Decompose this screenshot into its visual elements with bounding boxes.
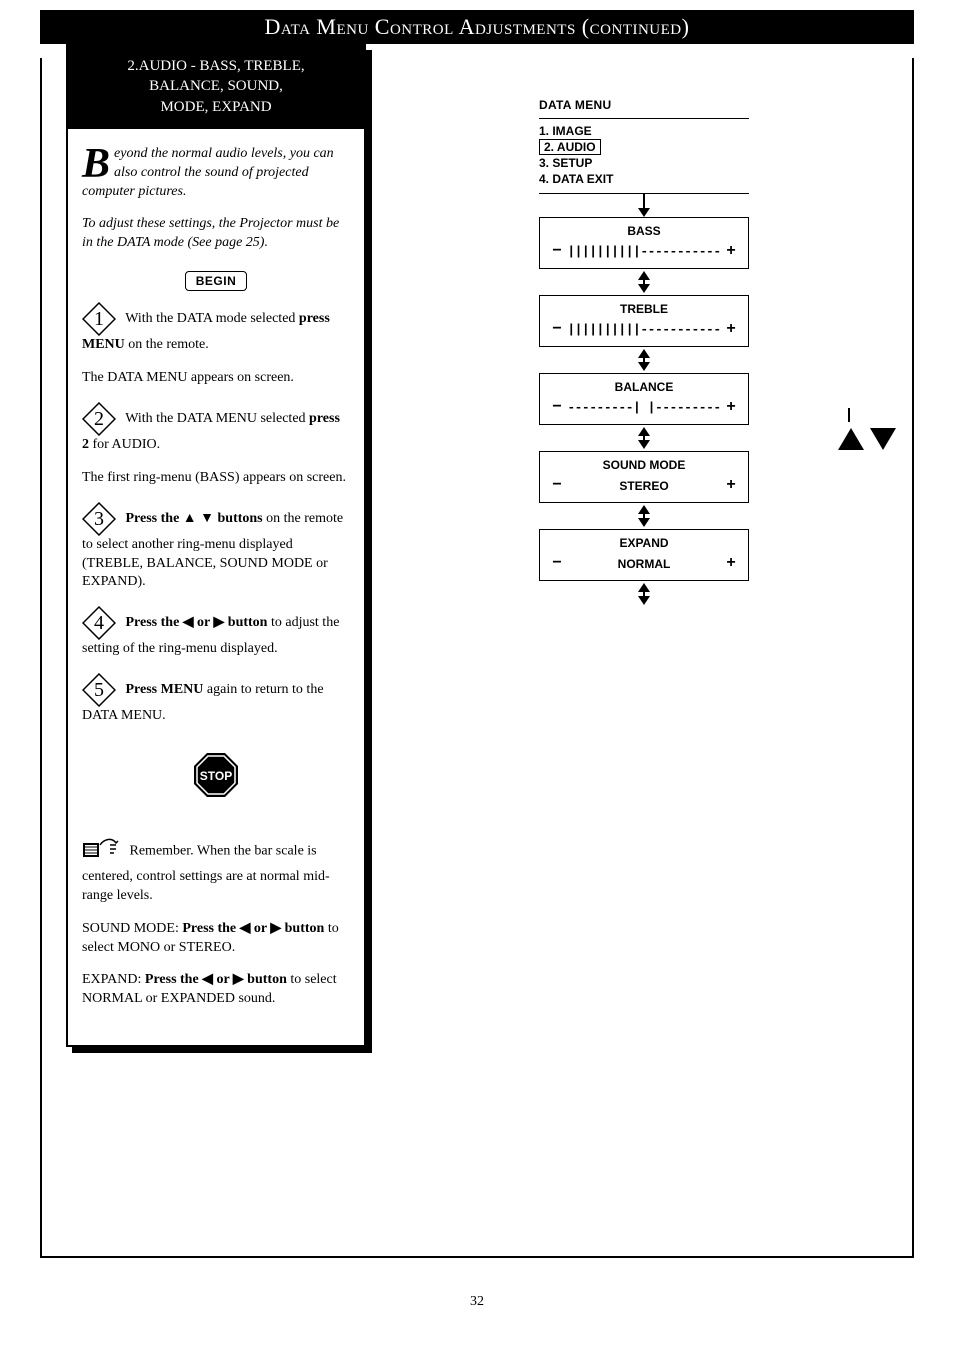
page-title: Data Menu Control Adjustments (continued… (265, 14, 690, 39)
svg-text:1: 1 (94, 308, 104, 330)
step-4-text: Press the ◀ or ▶ button to adjust the se… (82, 616, 339, 657)
step-diamond-icon: 3 (82, 502, 116, 536)
section-body: B eyond the normal audio levels, you can… (68, 129, 364, 1045)
ring-treble: TREBLE − ||||||||||----------- + (539, 295, 749, 347)
step-5: 5 Press MENU again to return to the DATA… (82, 673, 350, 726)
note-soundmode: SOUND MODE: Press the ◀ or ▶ button to s… (82, 920, 350, 958)
step-2-text: With the DATA MENU selected press 2 for … (82, 411, 340, 452)
intro-paragraph: B eyond the normal audio levels, you can… (82, 145, 350, 202)
intro-text: eyond the normal audio levels, you can a… (82, 146, 334, 199)
ring-balance: BALANCE − ---------| |--------- + (539, 373, 749, 425)
step-diamond-icon: 5 (82, 673, 116, 707)
hand-note-icon (82, 835, 122, 868)
step-1-text: With the DATA mode selected press MENU o… (82, 311, 330, 352)
step-1: 1 With the DATA mode selected press MENU… (82, 302, 350, 355)
updown-arrows-icon (637, 427, 651, 449)
svg-text:4: 4 (94, 612, 104, 634)
osd-menu-item: 3. SETUP (539, 155, 749, 171)
ring-bass: BASS − ||||||||||----------- + (539, 217, 749, 269)
section-header-line2: BALANCE, SOUND, (149, 78, 283, 94)
step-diamond-icon: 1 (82, 302, 116, 336)
ring-soundmode: SOUND MODE − STEREO + (539, 451, 749, 503)
svg-text:2: 2 (94, 408, 104, 430)
page-title-bar: Data Menu Control Adjustments (continued… (40, 10, 914, 44)
osd-menu-item: 1. IMAGE (539, 123, 749, 139)
minus-icon: − (550, 320, 564, 338)
osd-menu-item-selected: 2. AUDIO (539, 139, 601, 155)
section-box: 2.AUDIO - BASS, TREBLE, BALANCE, SOUND, … (66, 44, 366, 1047)
step-3-text: Press the ▲ ▼ buttons on the remote to s… (82, 511, 343, 590)
minus-icon: − (550, 242, 564, 260)
note-expand: EXPAND: Press the ◀ or ▶ button to selec… (82, 971, 350, 1009)
plus-icon: + (724, 242, 738, 260)
plus-icon: + (724, 320, 738, 338)
triangle-down-icon (870, 428, 896, 450)
note-remember: Remember. When the bar scale is centered… (82, 835, 350, 906)
section-header-line3: MODE, EXPAND (160, 99, 271, 115)
section-header-line1: 2.AUDIO - BASS, TREBLE, (127, 58, 304, 74)
step-5-text: Press MENU again to return to the DATA M… (82, 682, 324, 723)
step-4: 4 Press the ◀ or ▶ button to adjust the … (82, 606, 350, 659)
osd-menu-item: 4. DATA EXIT (539, 171, 749, 187)
svg-text:5: 5 (94, 679, 104, 701)
minus-icon: − (550, 398, 564, 416)
arrow-down-icon (638, 208, 650, 217)
begin-label-wrap: BEGIN (82, 271, 350, 292)
step-diamond-icon: 2 (82, 402, 116, 436)
svg-text:3: 3 (94, 508, 104, 530)
minus-icon: − (550, 554, 564, 572)
remote-updown-icon (838, 428, 896, 450)
bar-scale: ||||||||||----------- (567, 244, 720, 259)
intro-paragraph-2: To adjust these settings, the Projector … (82, 215, 350, 253)
begin-label: BEGIN (185, 271, 248, 291)
page-number: 32 (40, 1294, 914, 1310)
updown-arrows-icon (637, 271, 651, 293)
plus-icon: + (724, 554, 738, 572)
plus-icon: + (724, 476, 738, 494)
section-header: 2.AUDIO - BASS, TREBLE, BALANCE, SOUND, … (68, 46, 364, 129)
updown-arrows-icon (637, 583, 651, 605)
page-body: 2.AUDIO - BASS, TREBLE, BALANCE, SOUND, … (40, 58, 914, 1258)
step-2: 2 With the DATA MENU selected press 2 fo… (82, 402, 350, 455)
osd-diagram: DATA MENU 1. IMAGE 2. AUDIO 3. SETUP 4. … (400, 58, 888, 605)
step-2-result: The first ring-menu (BASS) appears on sc… (82, 469, 350, 488)
triangle-up-icon (838, 428, 864, 450)
step-3: 3 Press the ▲ ▼ buttons on the remote to… (82, 502, 350, 593)
osd-menu-title: DATA MENU (539, 98, 749, 112)
updown-arrows-icon (637, 505, 651, 527)
dropcap: B (82, 145, 114, 183)
bar-scale: ||||||||||----------- (567, 322, 720, 337)
osd-menu-list: 1. IMAGE 2. AUDIO 3. SETUP 4. DATA EXIT (539, 123, 749, 187)
step-1-result: The DATA MENU appears on screen. (82, 369, 350, 388)
ring-value: NORMAL (618, 557, 671, 571)
updown-arrows-icon (637, 349, 651, 371)
step-diamond-icon: 4 (82, 606, 116, 640)
osd-data-menu: DATA MENU 1. IMAGE 2. AUDIO 3. SETUP 4. … (539, 98, 749, 194)
ring-expand: EXPAND − NORMAL + (539, 529, 749, 581)
connector-line (848, 408, 850, 422)
stop-label-wrap: STOP (82, 750, 350, 807)
ring-value: STEREO (619, 479, 668, 493)
minus-icon: − (550, 476, 564, 494)
stop-sign-icon: STOP (191, 750, 241, 800)
plus-icon: + (724, 398, 738, 416)
bar-scale: ---------| |--------- (567, 400, 720, 415)
svg-text:STOP: STOP (200, 769, 232, 783)
